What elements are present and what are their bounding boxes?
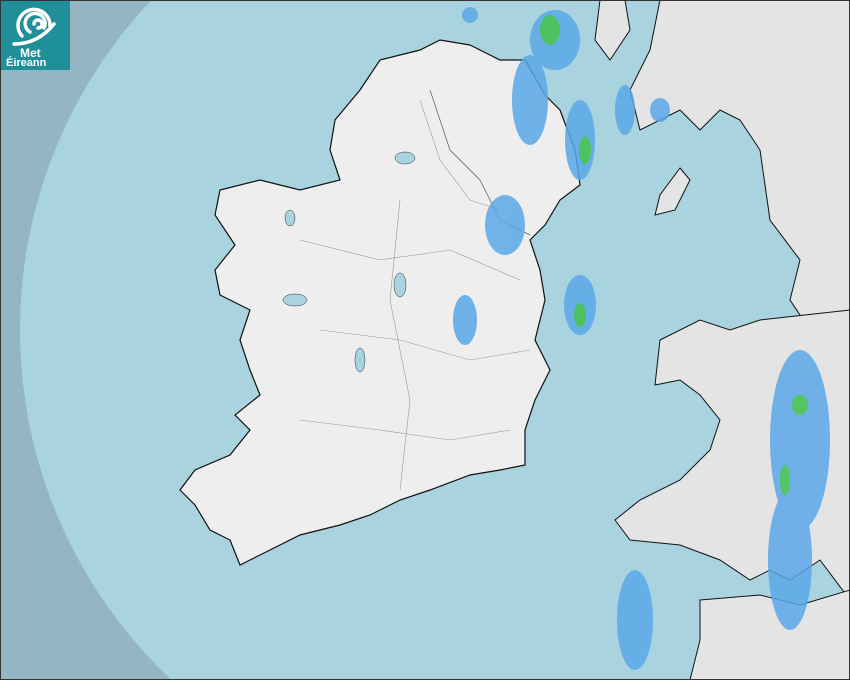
met-eireann-swirl-icon <box>12 7 56 46</box>
lakes <box>282 151 416 373</box>
county-borders <box>299 99 531 491</box>
logo-text-eireann: Éireann <box>6 57 47 69</box>
kintyre <box>594 0 631 61</box>
cornwall-devon-land <box>689 589 850 680</box>
rain-echoes <box>453 7 830 670</box>
met-eireann-logo: Met Éireann <box>0 0 70 70</box>
logo-text-met: Met <box>20 46 41 60</box>
isle-of-man <box>654 167 691 216</box>
ireland-land <box>179 39 581 566</box>
